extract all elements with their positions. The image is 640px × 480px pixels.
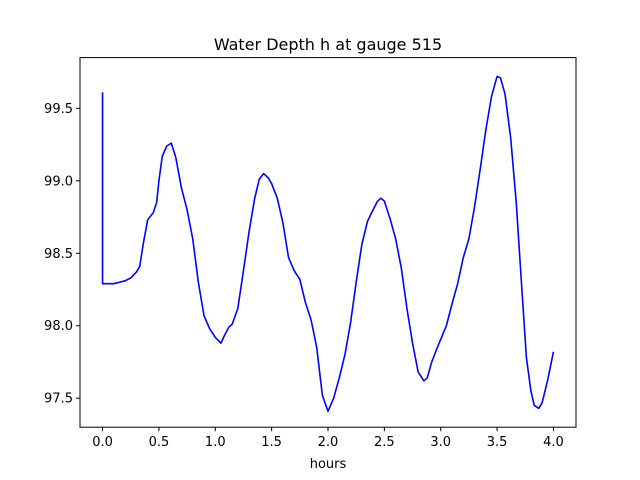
y-tick-label: 99.5 xyxy=(44,102,73,117)
x-tick-label: 3.0 xyxy=(430,435,451,450)
x-tick-label: 2.5 xyxy=(374,435,395,450)
y-axis: 97.5 98.0 98.5 99.0 99.5 xyxy=(44,102,80,407)
x-axis: 0.0 0.5 1.0 1.5 2.0 2.5 3.0 3.5 4.0 xyxy=(92,427,564,450)
x-tick-label: 3.5 xyxy=(487,435,508,450)
x-tick-label: 2.0 xyxy=(318,435,339,450)
x-axis-label: hours xyxy=(310,457,347,472)
x-tick-label: 4.0 xyxy=(543,435,564,450)
y-tick-label: 99.0 xyxy=(44,174,73,189)
series-line-0 xyxy=(101,75,555,413)
x-tick-label: 0.0 xyxy=(92,435,113,450)
y-tick-label: 98.5 xyxy=(44,247,73,262)
x-tick-label: 1.0 xyxy=(205,435,226,450)
plot-frame xyxy=(79,57,577,428)
x-tick-label: 1.5 xyxy=(261,435,282,450)
x-tick-label: 0.5 xyxy=(149,435,170,450)
y-tick-label: 97.5 xyxy=(44,392,73,407)
chart-title: Water Depth h at gauge 515 xyxy=(214,35,442,54)
y-tick-label: 98.0 xyxy=(44,319,73,334)
plot-area xyxy=(101,75,555,413)
